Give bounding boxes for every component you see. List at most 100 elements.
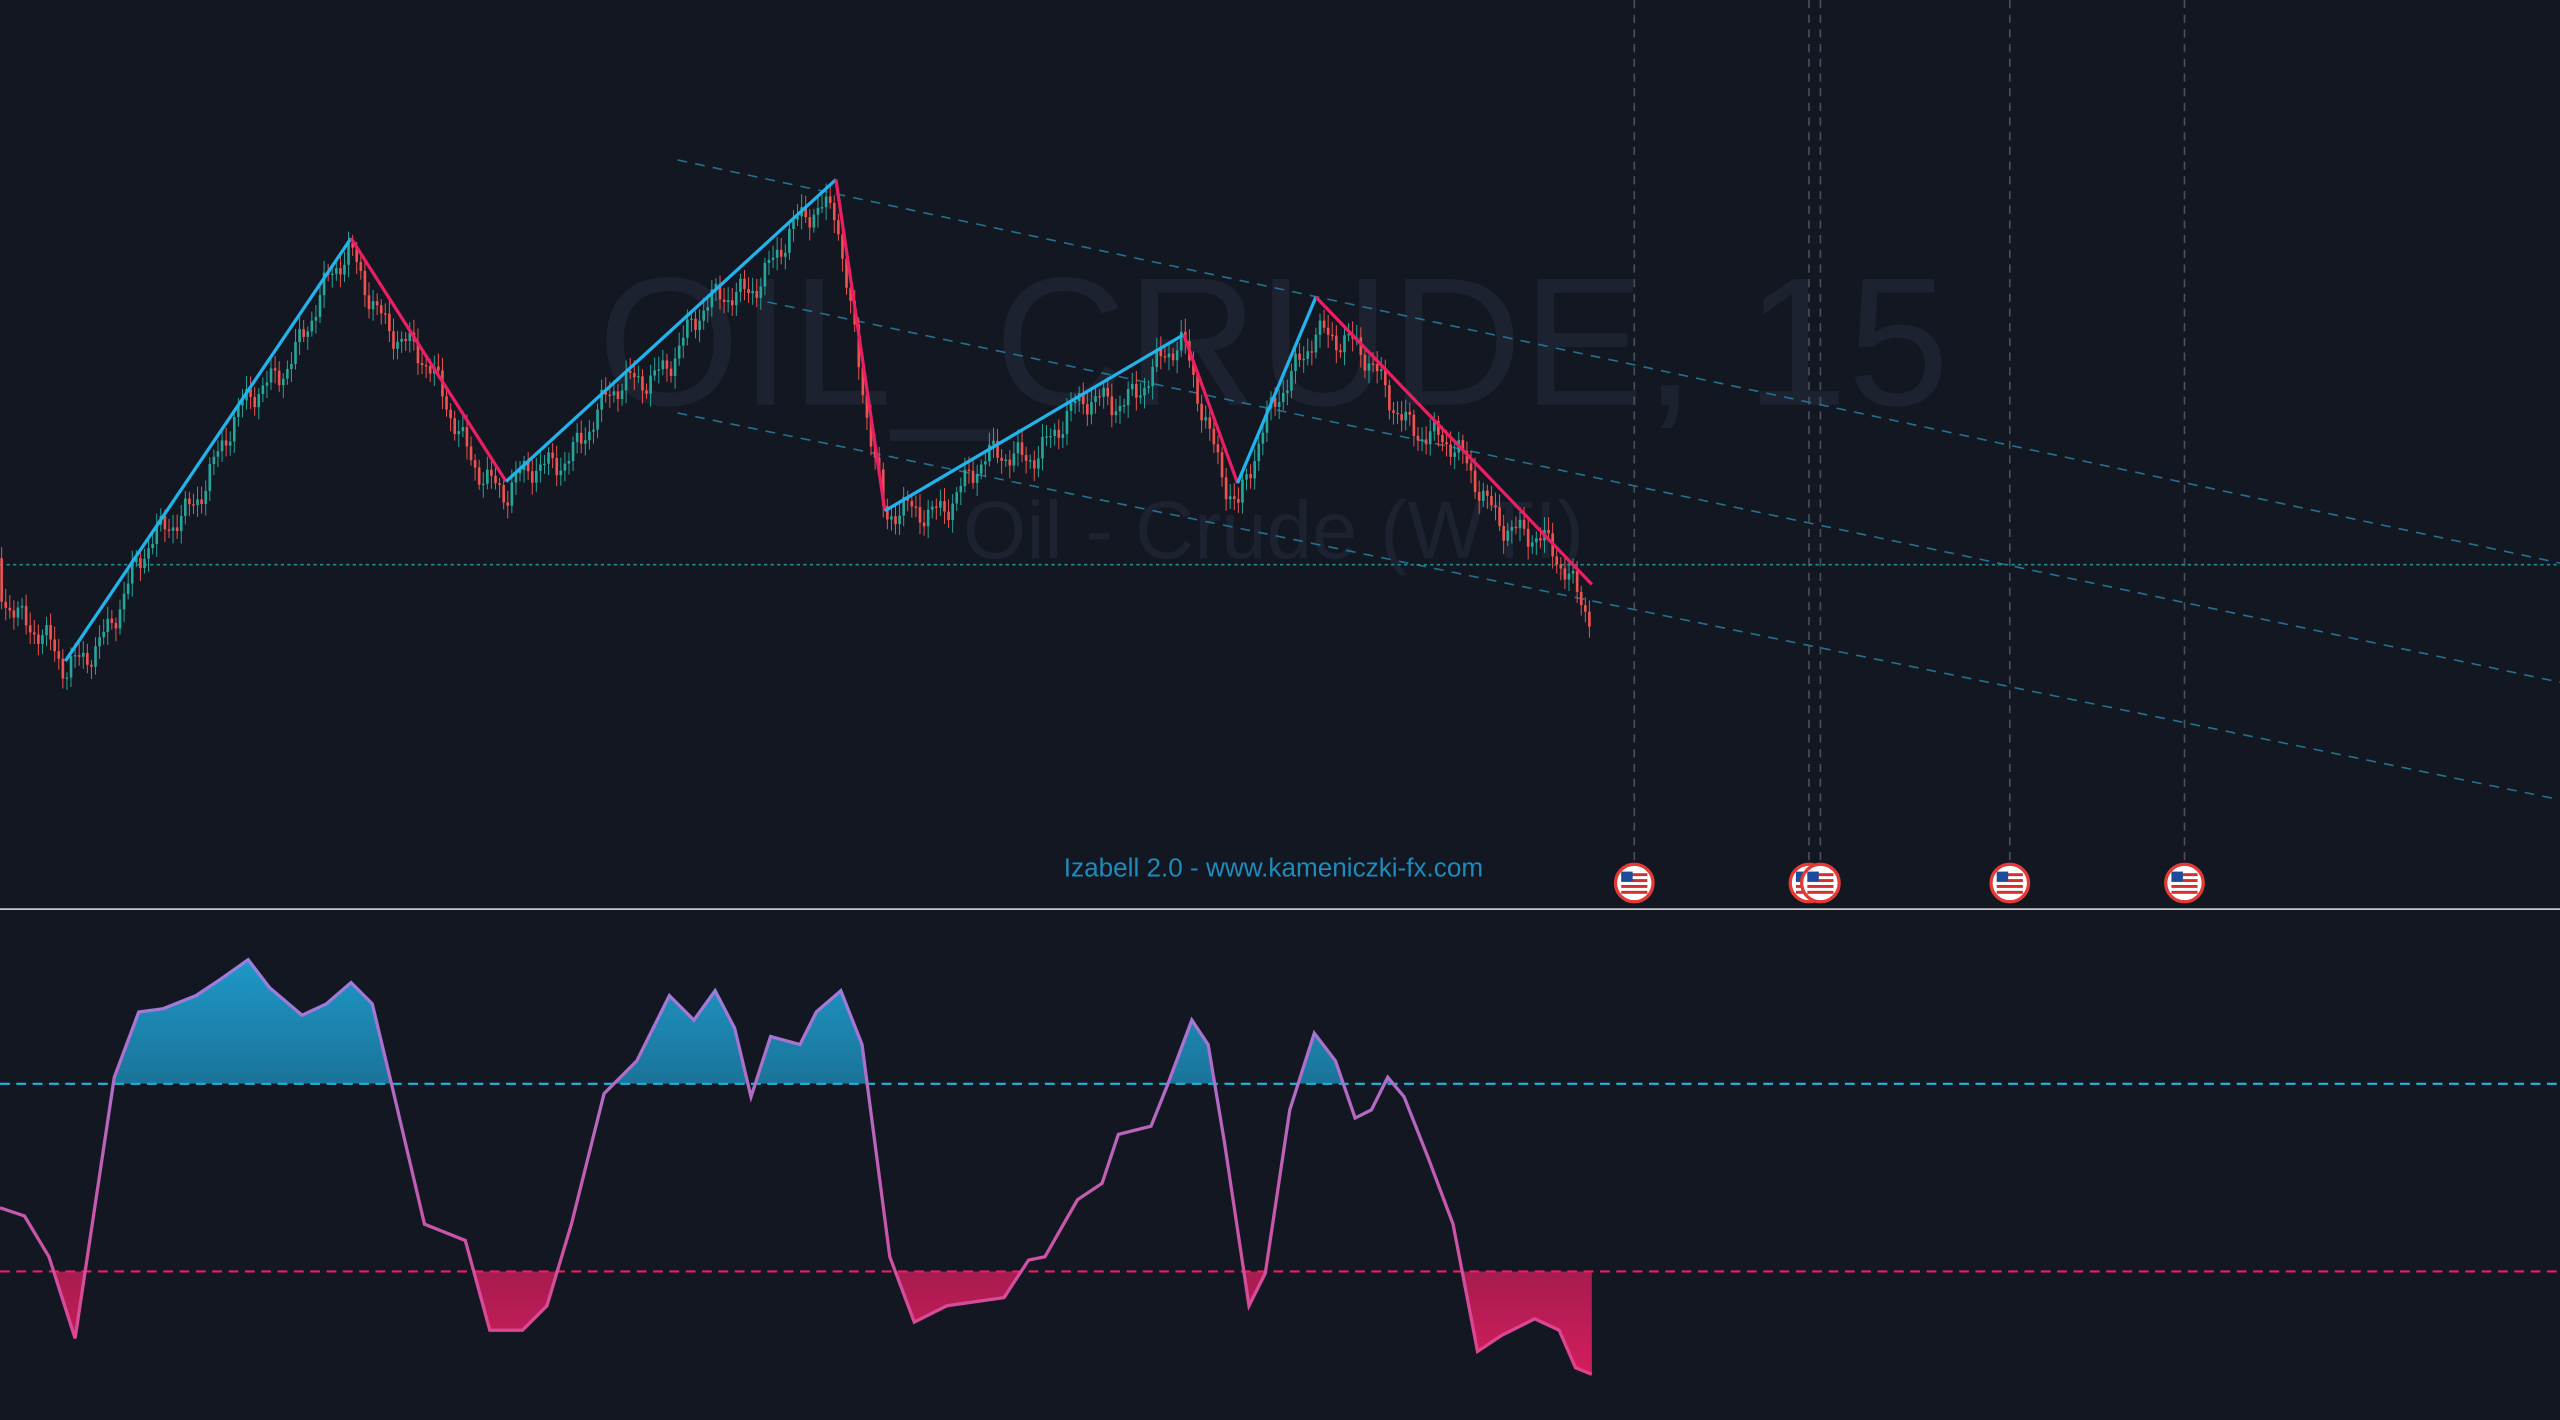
candle-body: [277, 370, 281, 386]
candle-body: [1175, 350, 1179, 361]
flag-canton: [1621, 871, 1633, 882]
candle-body: [1102, 387, 1105, 397]
candle-body: [1514, 526, 1518, 529]
candle-body: [718, 283, 722, 300]
flag-canton: [1996, 871, 2009, 882]
candle-body: [1228, 496, 1232, 500]
candle-body: [1147, 386, 1150, 388]
candle-body: [8, 607, 12, 611]
candle-body: [506, 502, 510, 506]
flag-stripe: [1807, 884, 1834, 888]
candle-body: [90, 664, 93, 667]
candle-body: [1081, 393, 1085, 405]
candle-body: [657, 369, 661, 371]
candle-body: [130, 562, 134, 584]
candle-body: [1408, 411, 1412, 415]
candle-body: [294, 342, 297, 364]
candle-body: [841, 234, 844, 259]
candle-body: [1065, 410, 1069, 435]
candle-body: [188, 498, 191, 505]
candle-body: [808, 217, 812, 228]
candle-body: [910, 500, 914, 507]
candle-body: [208, 463, 212, 491]
candle-body: [1502, 526, 1505, 541]
candle-body: [1139, 395, 1142, 398]
candle-body: [20, 605, 24, 608]
candle-body: [1339, 350, 1342, 353]
candle-body: [898, 515, 901, 525]
candle-body: [714, 283, 718, 290]
candle-body: [857, 324, 861, 368]
candle-body: [1306, 351, 1310, 359]
candle-body: [930, 506, 934, 510]
candle-body: [763, 262, 767, 287]
candle-body: [1330, 334, 1334, 337]
candle-body: [1555, 556, 1559, 565]
candle-body: [1069, 403, 1073, 411]
candle-body: [702, 310, 705, 321]
candle-body: [751, 290, 754, 294]
candle-body: [367, 295, 371, 310]
candle-body: [1216, 444, 1220, 453]
candle-body: [902, 497, 905, 516]
candle-body: [1232, 496, 1236, 499]
candle-body: [653, 370, 656, 376]
candle-body: [1265, 408, 1269, 433]
candle-body: [735, 291, 738, 306]
flag-stripe: [1996, 873, 2023, 877]
candle-body: [996, 440, 999, 458]
candle-body: [1220, 452, 1224, 478]
candle-body: [939, 501, 942, 508]
candle-body: [1400, 414, 1403, 421]
candle-body: [269, 368, 273, 383]
candle-body: [371, 301, 375, 310]
candle-body: [1530, 542, 1534, 547]
candle-body: [143, 558, 146, 569]
candle-body: [730, 300, 734, 306]
candle-body: [596, 409, 599, 430]
candle-body: [698, 320, 701, 330]
candle-body: [1281, 392, 1285, 402]
candle-body: [1208, 417, 1212, 429]
candle-body: [677, 345, 681, 359]
candle-body: [175, 527, 179, 532]
candle-body: [984, 461, 987, 465]
candle-body: [241, 400, 244, 406]
candle-body: [959, 486, 963, 493]
candle-body: [135, 558, 138, 563]
candle-body: [179, 515, 183, 532]
flag-stripe: [1996, 879, 2023, 883]
candle-body: [318, 295, 322, 317]
candle-body: [212, 456, 216, 464]
candle-body: [914, 506, 918, 508]
candle-body: [775, 249, 779, 258]
zigzag-up: [505, 178, 838, 483]
candle-body: [792, 219, 795, 229]
candle-body: [351, 243, 354, 248]
candle-body: [1571, 570, 1575, 574]
flag-ring: [1800, 862, 1841, 904]
candle-body: [1518, 519, 1522, 529]
flag-canton: [1807, 871, 1819, 882]
candle-body: [1420, 439, 1424, 441]
candle-body: [1171, 353, 1175, 361]
candle-body: [249, 388, 252, 397]
candle-body: [1151, 366, 1154, 387]
candle-body: [57, 651, 61, 659]
candle-body: [1298, 353, 1301, 360]
candle-body: [837, 220, 840, 235]
candle-body: [600, 389, 603, 410]
candle-body: [1257, 443, 1261, 462]
candle-body: [1045, 436, 1048, 438]
candle-body: [1477, 491, 1481, 501]
candle-body: [584, 440, 587, 444]
candle-body: [608, 394, 612, 396]
candle-body: [865, 395, 869, 418]
candle-body: [612, 391, 616, 396]
candle-body: [204, 490, 208, 505]
candle-body: [1379, 369, 1383, 372]
candle-body: [963, 469, 967, 487]
flag-stripe: [1621, 873, 1648, 877]
zigzag-up: [63, 237, 353, 662]
candle-body: [1445, 442, 1448, 445]
